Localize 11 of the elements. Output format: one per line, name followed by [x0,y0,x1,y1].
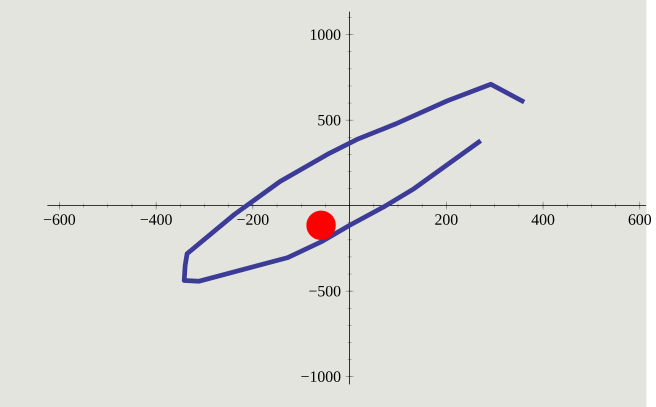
y-tick-label: −500 [309,286,340,296]
x-tick-label: 400 [532,214,554,225]
y-tick-label: 500 [318,114,340,126]
x-tick-label: −400 [140,214,172,225]
x-tick-label: −200 [237,214,269,225]
line-series [182,82,527,284]
y-tick-label: −1000 [301,371,340,382]
x-tick-label: 600 [628,214,652,225]
y-tick-label: 1000 [310,29,340,40]
x-tick-label: 200 [435,214,458,225]
x-tick-label: −600 [44,214,76,225]
